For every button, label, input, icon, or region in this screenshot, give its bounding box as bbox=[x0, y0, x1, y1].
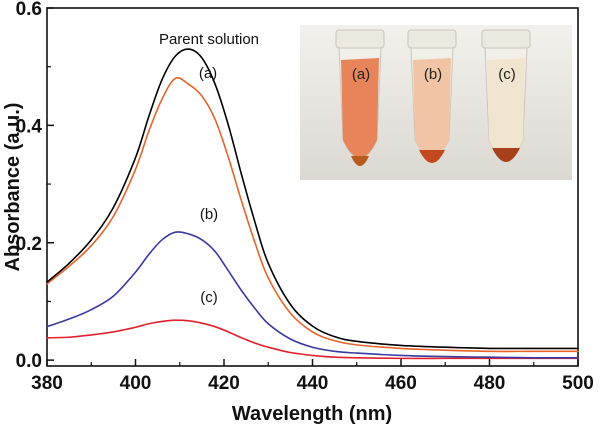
annotation-a: (a) bbox=[199, 65, 217, 82]
x-tick-label: 440 bbox=[297, 373, 329, 394]
tube-b-cap bbox=[407, 29, 457, 49]
series-line-a bbox=[46, 77, 579, 353]
tube-b-sediment bbox=[419, 150, 445, 163]
tube-a-cap bbox=[335, 29, 385, 49]
axis-ticks bbox=[46, 7, 579, 366]
y-tick-label: 0.4 bbox=[16, 116, 43, 137]
tube-c-cap bbox=[481, 29, 531, 49]
x-tick-label: 480 bbox=[474, 373, 506, 394]
series-line-b bbox=[46, 231, 579, 359]
inset-photo: (a) (b) (c) bbox=[300, 25, 572, 180]
annotation-parent-solution: Parent solution bbox=[159, 31, 259, 48]
tube-c-label: (c) bbox=[498, 66, 516, 83]
tick-labels: 380 400 420 440 460 480 500 0.0 0.2 0.4 0.6 bbox=[16, 0, 594, 394]
series-line-parent-solution bbox=[46, 48, 579, 350]
tube-c-liquid bbox=[487, 58, 525, 158]
tube-b: (b) bbox=[407, 29, 457, 163]
annotation-c: (c) bbox=[200, 289, 218, 306]
x-tick-label: 380 bbox=[31, 373, 63, 394]
series-line-c bbox=[46, 319, 579, 360]
x-axis-title: Wavelength (nm) bbox=[232, 403, 392, 425]
tube-a-label: (a) bbox=[352, 66, 370, 83]
tube-a: (a) bbox=[335, 29, 385, 166]
x-tick-label: 500 bbox=[562, 373, 594, 394]
y-tick-label: 0.6 bbox=[16, 0, 42, 20]
series-lines bbox=[46, 48, 579, 360]
x-tick-label: 420 bbox=[208, 373, 240, 394]
tube-a-sediment bbox=[351, 156, 369, 166]
annotation-b: (b) bbox=[200, 206, 218, 223]
tube-b-label: (b) bbox=[424, 66, 442, 83]
tube-c-sediment bbox=[492, 148, 520, 162]
x-tick-label: 400 bbox=[120, 373, 152, 394]
tube-b-liquid bbox=[413, 58, 451, 158]
tube-a-liquid bbox=[341, 58, 379, 158]
tube-c: (c) bbox=[481, 29, 531, 162]
y-axis-title: Absorbance (a.u.) bbox=[2, 103, 24, 272]
x-tick-label: 460 bbox=[385, 373, 417, 394]
y-tick-label: 0.0 bbox=[16, 351, 42, 372]
y-tick-label: 0.2 bbox=[16, 234, 42, 255]
